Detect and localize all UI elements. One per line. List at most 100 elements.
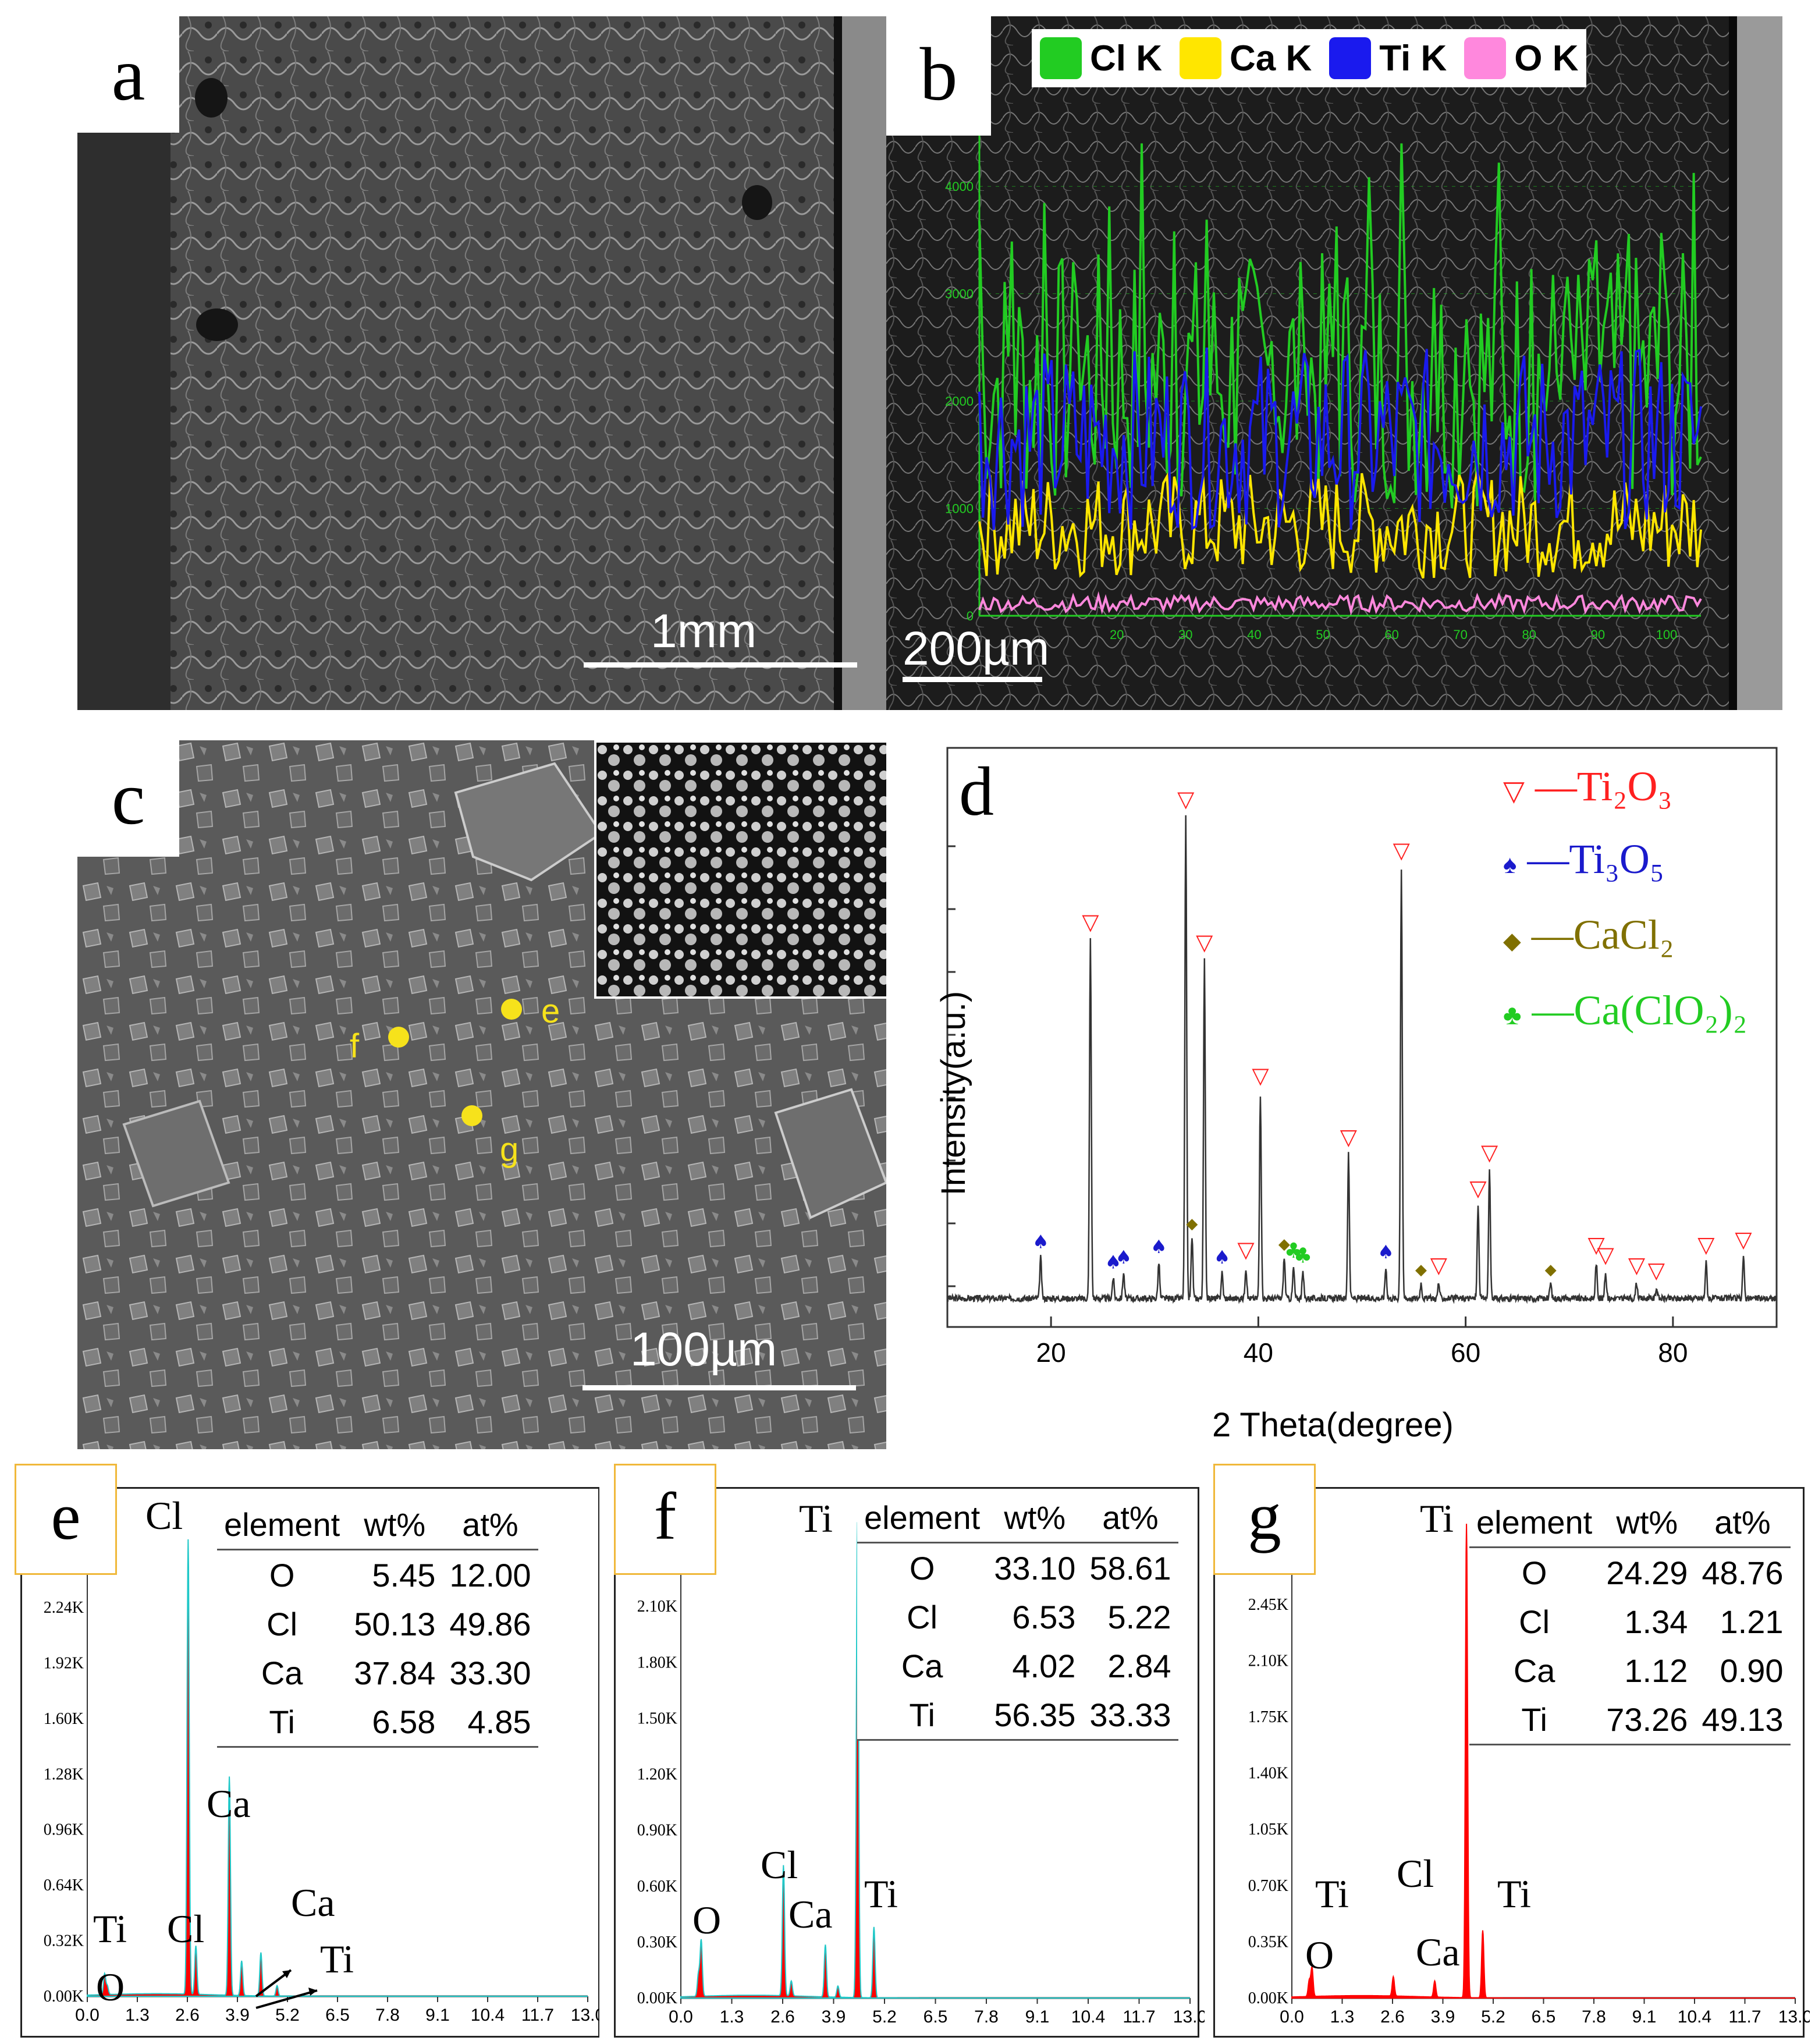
- eds-e-cell: O: [269, 1556, 295, 1594]
- eds-e-x-tick-label: 5.2: [275, 2006, 300, 2025]
- panel-g-letter: g: [1213, 1464, 1316, 1575]
- eds-g-annotation: Ca: [1416, 1930, 1460, 1974]
- eds-g-cell: Ca: [1513, 1652, 1555, 1689]
- xrd-legend-caclo22: ♣ —Ca(ClO₂)₂: [1503, 986, 1747, 1035]
- eds-f-y-tick-label: 0.90K: [637, 1822, 677, 1840]
- xrd-peak-marker: ♠: [1150, 1236, 1167, 1258]
- panel-f-eds-spectrum: 0.0 1.3 2.6 3.9 5.2 6.5 7.8 9.1 10.4 11.7 13.0 0.00…: [614, 1464, 1205, 2040]
- linescan-series-o: [978, 591, 1702, 616]
- legend-label-o: O K: [1514, 38, 1579, 79]
- eds-g-header-wt: wt%: [1599, 1497, 1695, 1548]
- eds-g-header-element: element: [1469, 1497, 1600, 1548]
- eds-e-cell: 5.45: [372, 1556, 436, 1594]
- panel-e-eds-spectrum: 0.0 1.3 2.6 3.9 5.2 6.5 7.8 9.1 10.4 11.7 13.0 0.00…: [15, 1464, 599, 2040]
- eds-f-cell: O: [909, 1549, 935, 1587]
- eds-f-annotation: Ti: [864, 1872, 898, 1916]
- eds-g-cell: 1.21: [1720, 1603, 1784, 1640]
- linescan-series-ti: [978, 347, 1702, 531]
- xrd-peak-marker: ▽: [1469, 1176, 1487, 1201]
- eds-f-y-tick-label: 0.60K: [637, 1878, 677, 1896]
- eds-g-spectrum-area: [1291, 1524, 1795, 1999]
- eds-g-y-tick-label: 0.70K: [1248, 1877, 1288, 1895]
- linescan-y-tick-label: 3000: [945, 287, 974, 301]
- eds-g-y-tick-label: 0.00K: [1248, 1989, 1288, 2007]
- xrd-peak-marker: ▽: [1648, 1257, 1665, 1283]
- panel-d-xrd-chart: d 20 40 60 80 ♠ ▽ ♠ ♠ ♠ ▽ ◆ ▽ ♠ ▽ ▽ ◆ ♣ ♣ ▽ ♠ ▽ ◆ ▽ ▽ ▽ ◆ ▽ ▽ ▽ ▽ ▽ ▽ 2…: [886, 736, 1794, 1458]
- xrd-y-axis-title: Intensity(a.u.): [935, 991, 973, 1196]
- eds-f-y-tick-label: 1.20K: [637, 1766, 677, 1784]
- eds-g-x-tick-label: 11.7: [1728, 2007, 1761, 2027]
- legend-label-cl: Cl K: [1090, 38, 1162, 79]
- eds-g-x-tick-label: 1.3: [1330, 2007, 1355, 2027]
- linescan-x-tick-label: 20: [1110, 627, 1124, 642]
- eds-g-annotation: Cl: [1397, 1851, 1434, 1896]
- linescan-x-tick-label: 40: [1247, 627, 1261, 642]
- eds-e-x-tick-label: 3.9: [225, 2006, 250, 2025]
- panel-e-letter: e: [15, 1464, 117, 1575]
- eds-e-cell: 33.30: [449, 1654, 531, 1691]
- eds-e-cell: 4.85: [442, 1697, 538, 1748]
- eds-g-x-tick-label: 13.0: [1778, 2007, 1810, 2027]
- xrd-legend-label-cacl2: —CaCl₂: [1531, 911, 1674, 958]
- eds-g-annotation: Ti: [1420, 1496, 1454, 1541]
- xrd-peak-marker: ▽: [1628, 1252, 1646, 1278]
- eds-f-cell: 58.61: [1089, 1549, 1171, 1587]
- eds-g-annotation: O: [1305, 1933, 1334, 1977]
- eds-g-table: element wt% at% O 24.29 48.76 Cl 1.34 1.…: [1469, 1497, 1791, 1745]
- eds-e-header-wt: wt%: [347, 1500, 443, 1550]
- eds-e-x-tick-label: 7.8: [375, 2006, 400, 2025]
- legend-item-cl: Cl K: [1040, 37, 1162, 79]
- xrd-peak-marker: ◆: [1545, 1261, 1557, 1279]
- xrd-peak-marker: ▽: [1735, 1227, 1752, 1252]
- panel-c-scale-bar: [582, 1385, 856, 1390]
- eds-f-x-tick-label: 1.3: [720, 2007, 744, 2027]
- xrd-peak-marker: ▽: [1082, 909, 1099, 935]
- eds-g-y-tick-label: 1.05K: [1248, 1821, 1288, 1839]
- eds-e-y-tick-label: 0.64K: [44, 1876, 84, 1894]
- xrd-pattern-line: [947, 815, 1778, 1304]
- eds-e-annotation: Ti: [93, 1907, 127, 1951]
- eds-e-cell: Cl: [267, 1605, 298, 1642]
- legend-swatch-ti: [1329, 37, 1372, 79]
- legend-swatch-ca: [1180, 37, 1221, 79]
- eds-g-y-tick-label: 1.75K: [1248, 1708, 1288, 1726]
- eds-e-y-tick-label: 1.28K: [44, 1765, 84, 1783]
- eds-e-annotation: O: [96, 1965, 125, 2009]
- xrd-peak-marker: ♠: [1377, 1241, 1394, 1263]
- linescan-x-tick-label: 80: [1522, 627, 1536, 642]
- legend-swatch-o: [1464, 37, 1507, 79]
- linescan-series-ca: [978, 471, 1702, 579]
- linescan-x-tick-label: 90: [1591, 627, 1605, 642]
- eds-f-header-element: element: [857, 1493, 988, 1543]
- xrd-plot-frame: [946, 747, 1778, 1328]
- xrd-peak-marker: ♣: [1284, 1239, 1303, 1263]
- point-g-label: g: [500, 1131, 519, 1169]
- eds-e-y-tick-label: 0.00K: [44, 1988, 84, 2006]
- eds-f-x-tick-label: 0.0: [669, 2007, 693, 2027]
- eds-e-y-tick-label: 0.96K: [44, 1821, 84, 1839]
- eds-f-x-tick-label: 13.0: [1173, 2007, 1205, 2027]
- eds-f-y-tick-label: 1.50K: [637, 1709, 677, 1727]
- xrd-peak-marker: ♣: [1294, 1244, 1312, 1268]
- eds-f-x-tick-label: 11.7: [1123, 2007, 1155, 2027]
- eds-e-x-tick-label: 13.0: [571, 2006, 599, 2025]
- xrd-legend-label-caclo22: —Ca(ClO₂)₂: [1532, 987, 1747, 1034]
- linescan-y-tick-label: 4000: [945, 179, 974, 194]
- eds-f-x-tick-label: 6.5: [924, 2007, 948, 2027]
- panel-c-letter: c: [77, 740, 179, 857]
- eds-f-cell: 56.35: [987, 1690, 1083, 1741]
- panel-a-letter: a: [77, 16, 179, 133]
- xrd-legend-ti3o5: ♠ —Ti₃O₅: [1503, 835, 1664, 883]
- eds-f-cell: 5.22: [1107, 1598, 1171, 1635]
- eds-f-cell: 6.53: [1012, 1598, 1076, 1635]
- eds-e-y-tick-label: 2.24K: [44, 1599, 84, 1617]
- xrd-legend-label-ti3o5: —Ti₃O₅: [1527, 836, 1665, 882]
- panel-a-sem-image: a 1mm: [77, 16, 886, 710]
- eds-f-table: element wt% at% O 33.10 58.61 Cl 6.53 5.…: [857, 1493, 1178, 1741]
- xrd-legend-label-ti2o3: —Ti₂O₃: [1535, 763, 1672, 810]
- eds-g-cell: 73.26: [1599, 1695, 1695, 1745]
- xrd-legend-marker-ti2o3: ▽: [1503, 776, 1525, 807]
- eds-f-x-tick-label: 5.2: [872, 2007, 897, 2027]
- xrd-peak-marker: ▽: [1430, 1252, 1448, 1278]
- eds-e-x-tick-label: 6.5: [325, 2006, 350, 2025]
